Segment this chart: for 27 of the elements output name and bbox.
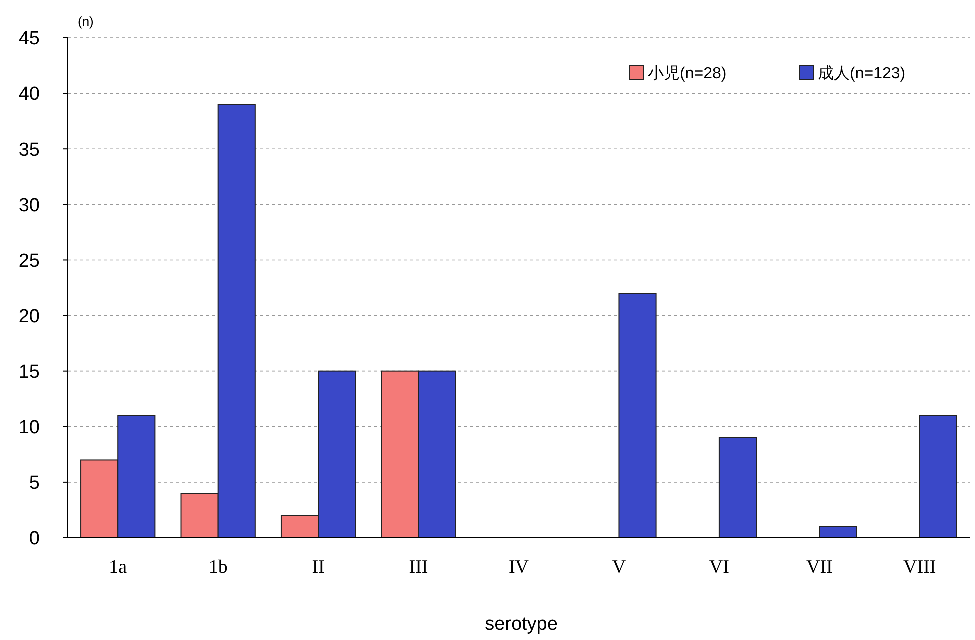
y-tick-label: 10 [18, 418, 40, 439]
bar [618, 293, 657, 538]
legend-label: 成人(n=123) [818, 64, 906, 83]
x-tick-label: VII [806, 557, 833, 578]
bar [819, 526, 858, 538]
x-tick-label: III [409, 557, 428, 578]
x-axis-title: serotype [485, 614, 558, 635]
bar [718, 438, 758, 538]
y-tick-label: 45 [18, 28, 40, 50]
y-tick-label: 25 [18, 250, 40, 272]
y-tick-label: 0 [29, 528, 40, 550]
x-tick-label: 1b [208, 557, 228, 578]
y-tick-label: 5 [29, 473, 40, 494]
bar [919, 415, 958, 538]
y-tick-label: 40 [18, 84, 40, 106]
x-tick-label: V [612, 557, 626, 578]
y-tick-label: 15 [18, 362, 40, 383]
x-tick-label: IV [508, 557, 530, 578]
y-axis-title: (n) [78, 14, 94, 29]
x-tick-label: VI [709, 557, 730, 578]
x-tick-label: 1a [109, 557, 128, 578]
y-tick-label: 35 [18, 140, 40, 161]
y-tick-label: 30 [18, 195, 40, 216]
x-tick-label: VIII [904, 557, 936, 578]
legend-label: 小児(n=28) [648, 64, 727, 83]
x-tick-label: II [312, 557, 325, 578]
y-tick-label: 20 [18, 306, 40, 328]
